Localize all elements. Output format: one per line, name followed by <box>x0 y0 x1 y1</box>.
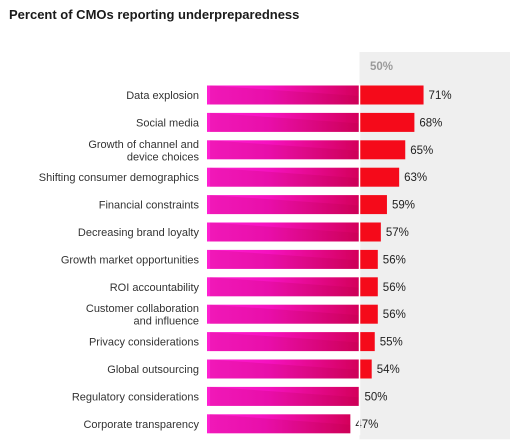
bar-excess <box>359 359 372 379</box>
category-label: Growth of channel and device choices <box>88 139 199 164</box>
category-label: Decreasing brand loyalty <box>78 227 200 239</box>
bar-shade <box>210 277 360 297</box>
bar-base <box>207 112 360 132</box>
bar-excess <box>359 222 381 242</box>
bar-rows: Data explosion 71% Social media 68% Growth o… <box>39 85 452 434</box>
bar-excess <box>359 277 378 297</box>
bar-base <box>207 332 360 352</box>
bar-shade <box>209 414 351 434</box>
bar-base <box>207 222 360 242</box>
category-label: Regulatory considerations <box>72 391 200 403</box>
bar-excess <box>359 85 424 105</box>
bar-shade <box>210 85 360 105</box>
value-label: 65% <box>410 145 433 157</box>
bar-base <box>207 386 360 406</box>
bar-shade <box>210 304 360 324</box>
category-label: Growth market opportunities <box>61 254 200 266</box>
bar-shade <box>210 140 360 160</box>
value-label: 54% <box>377 364 400 376</box>
bar-shade <box>210 195 360 215</box>
bar-excess <box>359 304 378 324</box>
bar-shade <box>210 332 360 352</box>
bar-excess <box>359 167 400 187</box>
reference-label: 50% <box>370 61 393 73</box>
value-label: 71% <box>429 90 452 102</box>
bar-base <box>207 167 360 187</box>
category-label: Financial constraints <box>99 200 200 212</box>
bar-base <box>207 359 360 379</box>
bar-shade <box>210 167 360 187</box>
value-label: 63% <box>404 172 427 184</box>
bar-excess <box>359 112 415 132</box>
category-label: Data explosion <box>126 90 199 102</box>
bar-base <box>207 414 351 434</box>
value-label: 57% <box>386 227 409 239</box>
bar-excess <box>359 140 406 160</box>
bar-base <box>207 249 360 269</box>
bar-excess <box>359 332 375 352</box>
category-label: Customer collaboration and influence <box>86 303 199 328</box>
bar-excess <box>359 249 378 269</box>
bar-shade <box>210 222 360 242</box>
category-label: Global outsourcing <box>107 364 199 376</box>
category-label: ROI accountability <box>110 282 200 294</box>
value-label: 50% <box>365 391 388 403</box>
value-label: 68% <box>419 117 442 129</box>
bar-base <box>207 195 360 215</box>
bar-base <box>207 304 360 324</box>
bar-shade <box>210 359 360 379</box>
bar-shade <box>210 249 360 269</box>
value-label: 56% <box>383 309 406 321</box>
category-label: Corporate transparency <box>83 419 199 431</box>
bar-shade <box>210 112 360 132</box>
chart-title: Percent of CMOs reporting underpreparedn… <box>9 7 300 22</box>
reference-band <box>359 52 510 440</box>
value-label: 56% <box>383 282 406 294</box>
bar-base <box>207 85 360 105</box>
bar-base <box>207 140 360 160</box>
value-label: 56% <box>383 254 406 266</box>
value-label: 59% <box>392 200 415 212</box>
category-label: Social media <box>136 117 200 129</box>
value-label: 55% <box>380 337 403 349</box>
value-label: 47% <box>355 419 378 431</box>
category-label: Shifting consumer demographics <box>39 172 200 184</box>
bar-base <box>207 277 360 297</box>
category-label: Privacy considerations <box>89 337 200 349</box>
bar-shade <box>210 386 360 406</box>
bar-excess <box>359 195 387 215</box>
